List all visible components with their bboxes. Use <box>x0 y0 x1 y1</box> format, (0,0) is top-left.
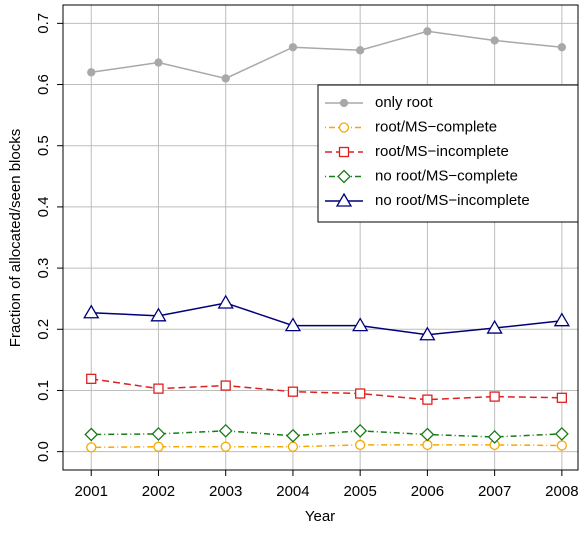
marker <box>422 394 433 405</box>
marker <box>423 27 432 36</box>
marker <box>353 423 368 438</box>
marker <box>218 423 233 438</box>
marker <box>422 439 433 451</box>
y-tick-label: 0.2 <box>35 319 52 340</box>
marker <box>557 43 567 52</box>
marker <box>352 317 369 332</box>
legend-label: root/MS−incomplete <box>375 143 509 160</box>
series-line <box>91 444 562 449</box>
marker <box>86 442 97 453</box>
marker <box>337 169 351 184</box>
series-line <box>91 302 562 336</box>
x-tick-label: 2002 <box>142 483 175 500</box>
x-tick-label: 2006 <box>411 483 444 500</box>
marker <box>355 439 366 451</box>
marker <box>153 383 164 394</box>
marker <box>86 373 97 384</box>
y-tick-label: 0.0 <box>35 441 52 462</box>
marker <box>288 43 298 52</box>
x-axis-label: Year <box>305 508 335 525</box>
marker <box>151 426 166 441</box>
marker <box>556 392 568 403</box>
marker <box>284 317 302 332</box>
plot-frame <box>62 4 579 471</box>
y-tick-label: 0.4 <box>35 196 52 217</box>
marker <box>419 326 436 341</box>
marker <box>221 74 230 83</box>
marker <box>554 426 569 441</box>
legend-label: only root <box>375 94 433 111</box>
marker <box>356 46 365 55</box>
marker <box>150 307 167 322</box>
marker <box>153 441 164 452</box>
y-tick-label: 0.6 <box>35 74 52 95</box>
marker <box>220 380 231 391</box>
marker <box>217 294 234 309</box>
y-tick-label: 0.3 <box>35 258 52 279</box>
marker <box>83 304 100 319</box>
marker <box>420 427 435 442</box>
x-tick-label: 2001 <box>75 483 108 500</box>
x-tick-label: 2005 <box>343 483 376 500</box>
marker <box>553 312 570 327</box>
x-tick-label: 2008 <box>545 483 578 500</box>
marker <box>287 441 299 452</box>
marker <box>220 441 231 452</box>
marker <box>339 98 349 108</box>
marker <box>487 430 502 444</box>
y-tick-label: 0.1 <box>35 380 52 401</box>
marker <box>556 440 568 451</box>
marker <box>355 388 366 399</box>
series-line <box>91 378 562 401</box>
legend: only root root/MS−complete root/MS−incompl… <box>317 84 579 223</box>
x-tick-label: 2004 <box>276 483 309 500</box>
legend-box <box>317 84 579 223</box>
marker <box>286 428 300 443</box>
marker <box>338 122 350 133</box>
legend-label: no root/MS−incomplete <box>375 192 530 209</box>
x-tick-label: 2003 <box>209 483 242 500</box>
marker <box>287 386 299 397</box>
marker <box>486 319 503 334</box>
marker <box>335 192 353 207</box>
series-line <box>91 30 562 80</box>
marker <box>338 146 350 158</box>
legend-label: no root/MS−complete <box>375 167 518 184</box>
y-tick-label: 0.5 <box>35 135 52 156</box>
x-tick-label: 2007 <box>478 483 511 500</box>
series-line <box>91 430 562 438</box>
marker <box>84 427 99 442</box>
legend-label: root/MS−complete <box>375 118 497 135</box>
marker <box>490 36 499 45</box>
y-axis-label: Fraction of allocated/seen blocks <box>7 129 24 347</box>
y-tick-label: 0.7 <box>35 13 52 34</box>
marker <box>87 68 96 77</box>
marker <box>489 391 500 402</box>
marker <box>154 58 163 67</box>
